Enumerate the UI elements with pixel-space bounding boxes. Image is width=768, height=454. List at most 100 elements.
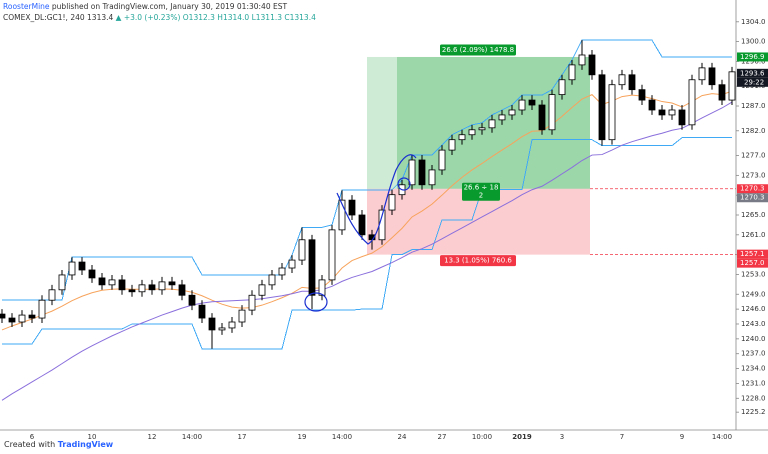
footer: Created with TradingView bbox=[4, 440, 113, 449]
position-label: 26.6 (2.09%) 1478.8 bbox=[442, 46, 514, 54]
indicator-line bbox=[1, 101, 733, 401]
candle-body bbox=[528, 99, 536, 106]
x-tick-label: 14:00 bbox=[332, 433, 352, 441]
x-tick-label: 3 bbox=[560, 433, 564, 441]
change: ▲ +3.0 (+0.23%) bbox=[115, 13, 181, 22]
x-tick-label: 7 bbox=[620, 433, 624, 441]
candle-body bbox=[488, 119, 496, 129]
hand-circle bbox=[397, 177, 411, 191]
x-tick-label: 27 bbox=[438, 433, 447, 441]
header-line: COMEX_DL:GC1!, 240 1313.4 ▲ +3.0 (+0.23%… bbox=[3, 13, 316, 22]
candle-body bbox=[308, 239, 316, 296]
candle-body bbox=[478, 127, 486, 131]
candle-body bbox=[348, 199, 356, 216]
candle-body bbox=[228, 321, 236, 329]
candle-body bbox=[598, 74, 606, 141]
candle-body bbox=[418, 159, 426, 186]
candle-body bbox=[28, 314, 36, 319]
candle-body bbox=[618, 74, 626, 86]
x-tick-label: 10 bbox=[88, 433, 97, 441]
candle-body bbox=[328, 229, 336, 281]
y-tick-label: 1243.0 bbox=[741, 320, 766, 328]
price-label-bg bbox=[737, 184, 768, 194]
brand[interactable]: TradingView bbox=[57, 440, 114, 449]
candle-body bbox=[88, 269, 96, 279]
y-tick-label: 1261.0 bbox=[741, 231, 766, 239]
y-tick-label: 1240.0 bbox=[741, 335, 766, 343]
candle-body bbox=[78, 261, 86, 271]
annotation-layer: 26.6 (2.09%) 1478.8 26.6 ÷ 182 13.3 (1.05%… bbox=[440, 44, 516, 267]
indicator-line bbox=[2, 39, 732, 301]
candle-body bbox=[678, 109, 686, 126]
x-tick-label: 6 bbox=[30, 433, 35, 441]
symbol: COMEX_DL:GC1!, 240 bbox=[3, 13, 85, 22]
candle-body bbox=[688, 79, 696, 126]
candle-body bbox=[148, 284, 156, 291]
price-label-bg bbox=[737, 68, 768, 78]
x-tick-label: 2019 bbox=[512, 433, 532, 441]
candle-body bbox=[318, 279, 326, 296]
price-label: 1257.0 bbox=[740, 259, 765, 267]
candle-body bbox=[498, 114, 506, 121]
candle-body bbox=[428, 169, 436, 186]
candle-body bbox=[208, 317, 216, 331]
price-label-bg bbox=[737, 249, 768, 259]
price-label-bg bbox=[737, 258, 768, 268]
candle-body bbox=[708, 67, 716, 86]
x-tick-label: 10:00 bbox=[472, 433, 492, 441]
last: 1313.4 bbox=[87, 13, 114, 22]
x-tick-label: 17 bbox=[238, 433, 247, 441]
price-label-bg bbox=[737, 52, 768, 62]
author[interactable]: RoosterMine bbox=[3, 2, 50, 11]
hand-circle bbox=[304, 292, 328, 312]
candle-body bbox=[168, 281, 176, 286]
candle-body bbox=[438, 149, 446, 171]
candle-body bbox=[538, 104, 546, 131]
axis-layer: 1304.01300.01296.01291.01287.01282.01277… bbox=[30, 18, 768, 441]
y-tick-label: 1282.0 bbox=[741, 127, 766, 135]
candle-body bbox=[628, 74, 636, 91]
candle-body bbox=[98, 277, 106, 286]
y-tick-label: 1231.0 bbox=[741, 379, 766, 387]
candle-body bbox=[58, 274, 66, 291]
candle-body bbox=[568, 64, 576, 81]
candle-body bbox=[218, 327, 226, 331]
candle-body bbox=[668, 109, 676, 116]
position-label: 2 bbox=[479, 192, 483, 200]
ohlc: O1312.3 H1314.0 L1311.3 C1313.4 bbox=[182, 13, 316, 22]
candle-body bbox=[588, 54, 596, 76]
y-tick-label: 1249.0 bbox=[741, 290, 766, 298]
price-label: 1270.3 bbox=[740, 194, 765, 202]
candle-body bbox=[578, 54, 586, 66]
candle-body bbox=[658, 109, 666, 116]
countdown: 29:22 bbox=[744, 78, 764, 86]
x-tick-label: 9 bbox=[680, 433, 684, 441]
price-label: 1257.1 bbox=[740, 250, 765, 258]
header-line: RoosterMine published on TradingView.com… bbox=[3, 2, 287, 11]
position-label: 13.3 (1.05%) 760.6 bbox=[444, 257, 512, 265]
candle-body bbox=[698, 67, 706, 81]
candle-body bbox=[288, 259, 296, 269]
candle-body bbox=[138, 284, 146, 293]
price-label: 1296.9 bbox=[740, 53, 765, 61]
candle-body bbox=[338, 199, 346, 231]
price-label: 1293.6 bbox=[740, 69, 765, 77]
y-tick-label: 1300.0 bbox=[741, 38, 766, 46]
candle-body bbox=[358, 214, 366, 236]
indicator-line bbox=[2, 137, 732, 350]
y-tick-label: 1225.2 bbox=[741, 408, 766, 416]
candle-body bbox=[128, 289, 136, 293]
candle-body bbox=[118, 279, 126, 291]
y-tick-label: 1234.0 bbox=[741, 365, 766, 373]
position-label-bg bbox=[462, 182, 500, 201]
created: Created with bbox=[4, 440, 56, 449]
drawings bbox=[304, 154, 417, 312]
candle-body bbox=[188, 294, 196, 306]
candle-layer bbox=[0, 40, 736, 349]
y-tick-label: 1273.0 bbox=[741, 171, 766, 179]
x-tick-label: 14:00 bbox=[182, 433, 202, 441]
candle-body bbox=[158, 281, 166, 291]
candle-body bbox=[458, 134, 466, 141]
candle-body bbox=[18, 314, 26, 323]
candle-body bbox=[508, 109, 516, 116]
